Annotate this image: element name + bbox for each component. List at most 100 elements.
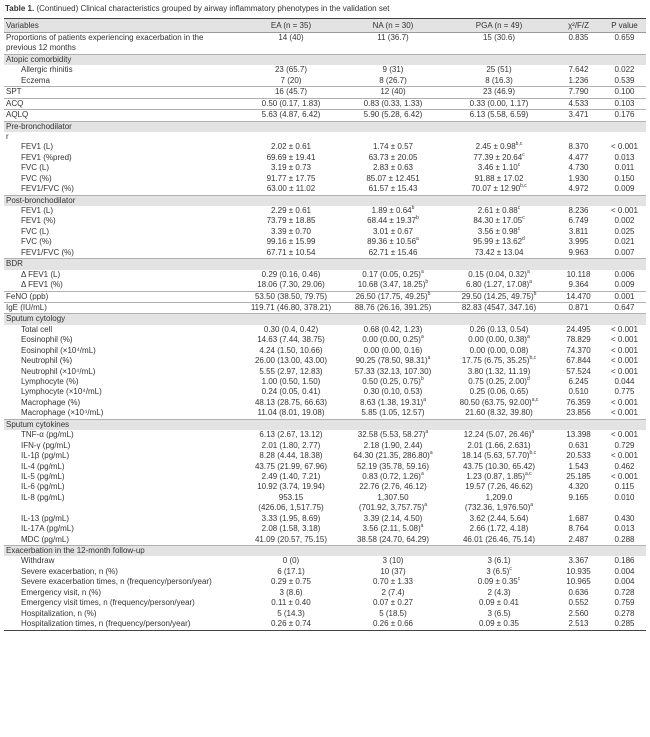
- na-value: 0.30 (0.10, 0.53): [342, 387, 444, 397]
- na-value: 0.83 (0.72, 1.26)a: [342, 471, 444, 482]
- p-value-text: 0.659: [614, 33, 635, 42]
- na-value: 90.25 (78.50, 98.31)a: [342, 356, 444, 366]
- na-value: 8.63 (1.38, 19.31)a: [342, 396, 444, 408]
- p-value-text: 0.022: [614, 65, 635, 75]
- section-fill-cell: [603, 545, 646, 557]
- table-row: FEV1/FVC (%) 67.71 ± 10.54 62.71 ± 15.46 73…: [4, 247, 646, 260]
- pga-value: 0.75 (0.25, 2.00)d: [444, 377, 554, 387]
- variable-label: Atopic comorbidity: [4, 54, 240, 66]
- variable-label-text: AQLQ: [6, 110, 29, 120]
- pga-value: 84.30 ± 17.05c: [444, 216, 554, 226]
- variable-label-text: Proportions of patients experiencing exa…: [6, 33, 204, 42]
- na-value-text: 0.30 (0.10, 0.53): [363, 387, 423, 397]
- pga-value: 23 (46.9): [444, 86, 554, 99]
- section-fill-cell: [342, 313, 444, 325]
- p-value-text: 0.004: [614, 566, 635, 576]
- statistic-value-text: 0.636: [568, 587, 589, 597]
- statistic-value: 2.513: [554, 619, 603, 631]
- footnote-marker: b,c: [515, 141, 523, 148]
- pga-value-text: 0.00 (0.00, 0.38): [468, 335, 527, 345]
- p-value-text: < 0.001: [611, 142, 638, 152]
- na-value-text: 0.00 (0.00, 0.16): [363, 345, 423, 355]
- ea-value: 23 (65.7): [240, 65, 342, 75]
- variable-label-text: Macrophage (%): [21, 397, 81, 407]
- ea-value: (426.06, 1,517.75): [240, 503, 342, 513]
- ea-value-text: 6.13 (2.67, 13.12): [259, 430, 323, 440]
- pga-value: 18.14 (5.63, 57.70)b,c: [444, 451, 554, 461]
- ea-value-text: 48.13 (28.75, 66.63): [254, 397, 328, 407]
- statistic-value: 9.364: [554, 280, 603, 292]
- na-value: 2.18 (1.90, 2.44): [342, 441, 444, 451]
- ea-value-text: 43.75 (21.99, 67.96): [254, 461, 328, 471]
- section-row: Sputum cytokines: [4, 419, 646, 431]
- variable-label-text: Post-bronchodilator: [6, 195, 76, 205]
- header-ea: EA (n = 35): [240, 18, 342, 33]
- variable-label: FEV1/FVC (%): [4, 247, 240, 260]
- table-row: FEV1/FVC (%) 63.00 ± 11.02 61.57 ± 15.43 70…: [4, 184, 646, 196]
- ea-value-text: 23 (65.7): [274, 65, 308, 75]
- statistic-value-text: 8.236: [568, 206, 589, 215]
- statistic-value: 13.398: [554, 430, 603, 440]
- statistic-value-text: 1.687: [568, 513, 589, 523]
- footnote-marker: c: [517, 225, 521, 232]
- p-value-text: 0.007: [614, 247, 635, 257]
- variable-label-text: Pre-bronchodilator: [6, 121, 72, 131]
- variable-label-text: SPT: [6, 87, 22, 97]
- section-fill-cell: [240, 54, 342, 66]
- na-value: [342, 132, 444, 142]
- table-row: IL-17A (pg/mL) 2.08 (1.58, 3.18) 3.56 (2.1…: [4, 524, 646, 534]
- p-value-text: 0.010: [614, 492, 635, 502]
- header-pga: PGA (n = 49): [444, 18, 554, 33]
- pga-value: 91.88 ± 17.02: [444, 174, 554, 184]
- pga-value: 3.80 (1.32, 11.19): [444, 367, 554, 377]
- header-p-value: P value: [603, 18, 646, 33]
- variable-label-text: previous 12 months: [6, 43, 76, 53]
- p-value-text: 0.186: [614, 556, 635, 566]
- ea-value-text: 14 (40): [278, 33, 304, 42]
- p-value: 0.100: [603, 86, 646, 99]
- p-value-text: 0.009: [614, 280, 635, 290]
- section-fill-cell: [603, 54, 646, 66]
- variable-label-text: FEV1 (L): [21, 142, 54, 152]
- variable-label-text: TNF-α (pg/mL): [21, 430, 74, 440]
- p-value-text: 0.115: [614, 482, 635, 492]
- statistic-value: 20.533: [554, 451, 603, 461]
- pga-value-text: 8 (16.3): [485, 75, 513, 85]
- na-value: 89.36 ± 10.56a: [342, 237, 444, 247]
- p-value-text: 0.004: [614, 577, 635, 587]
- statistic-value-text: 1.543: [568, 461, 589, 471]
- table-row: FVC (L) 3.39 ± 0.70 3.01 ± 0.67 3.56 ± 0.98…: [4, 225, 646, 237]
- p-value: 0.115: [603, 482, 646, 492]
- pga-value-text: 46.01 (26.46, 75.14): [462, 534, 536, 544]
- ea-value: [240, 132, 342, 142]
- p-value-text: 0.001: [614, 291, 635, 301]
- variable-label-text: BDR: [6, 259, 23, 269]
- statistic-value-text: 78.829: [566, 335, 591, 345]
- p-value: 0.659: [603, 33, 646, 44]
- ea-value-text: 26.00 (13.00, 43.00): [254, 356, 328, 366]
- na-value-text: 2.18 (1.90, 2.44): [363, 440, 423, 450]
- na-value: 3.56 (2.11, 5.08)a: [342, 524, 444, 534]
- table-row: FEV1 (%pred) 69.69 ± 19.41 63.73 ± 20.05 77…: [4, 152, 646, 163]
- pga-value-text: 0.26 (0.13, 0.54): [469, 324, 529, 334]
- statistic-value: [554, 503, 603, 513]
- statistic-value-text: 4.320: [568, 482, 589, 492]
- variable-label: IL-8 (pg/mL): [4, 493, 240, 503]
- footnote-marker: a: [423, 396, 426, 403]
- ea-value-text: 3.39 ± 0.70: [271, 226, 311, 236]
- ea-value: 0.29 ± 0.75: [240, 577, 342, 587]
- table-figure: Table 1. (Continued) Clinical characteri…: [4, 4, 646, 631]
- ea-value: 2.08 (1.58, 3.18): [240, 524, 342, 534]
- section-fill-cell: [342, 258, 444, 270]
- variable-label-text: Severe exacerbation, n (%): [21, 566, 118, 576]
- variable-label: IL-5 (pg/mL): [4, 472, 240, 482]
- pga-value-text: 0.33 (0.00, 1.17): [469, 98, 529, 108]
- variable-label-text: r: [6, 131, 9, 141]
- variable-label: Post-bronchodilator: [4, 195, 240, 206]
- statistic-value-text: 14.470: [566, 291, 591, 301]
- na-value-text: 0.00 (0.00, 0.25): [362, 335, 421, 345]
- statistic-value: 76.359: [554, 398, 603, 408]
- pga-value: [444, 132, 554, 142]
- p-value: < 0.001: [603, 206, 646, 216]
- statistic-value: 3.811: [554, 227, 603, 237]
